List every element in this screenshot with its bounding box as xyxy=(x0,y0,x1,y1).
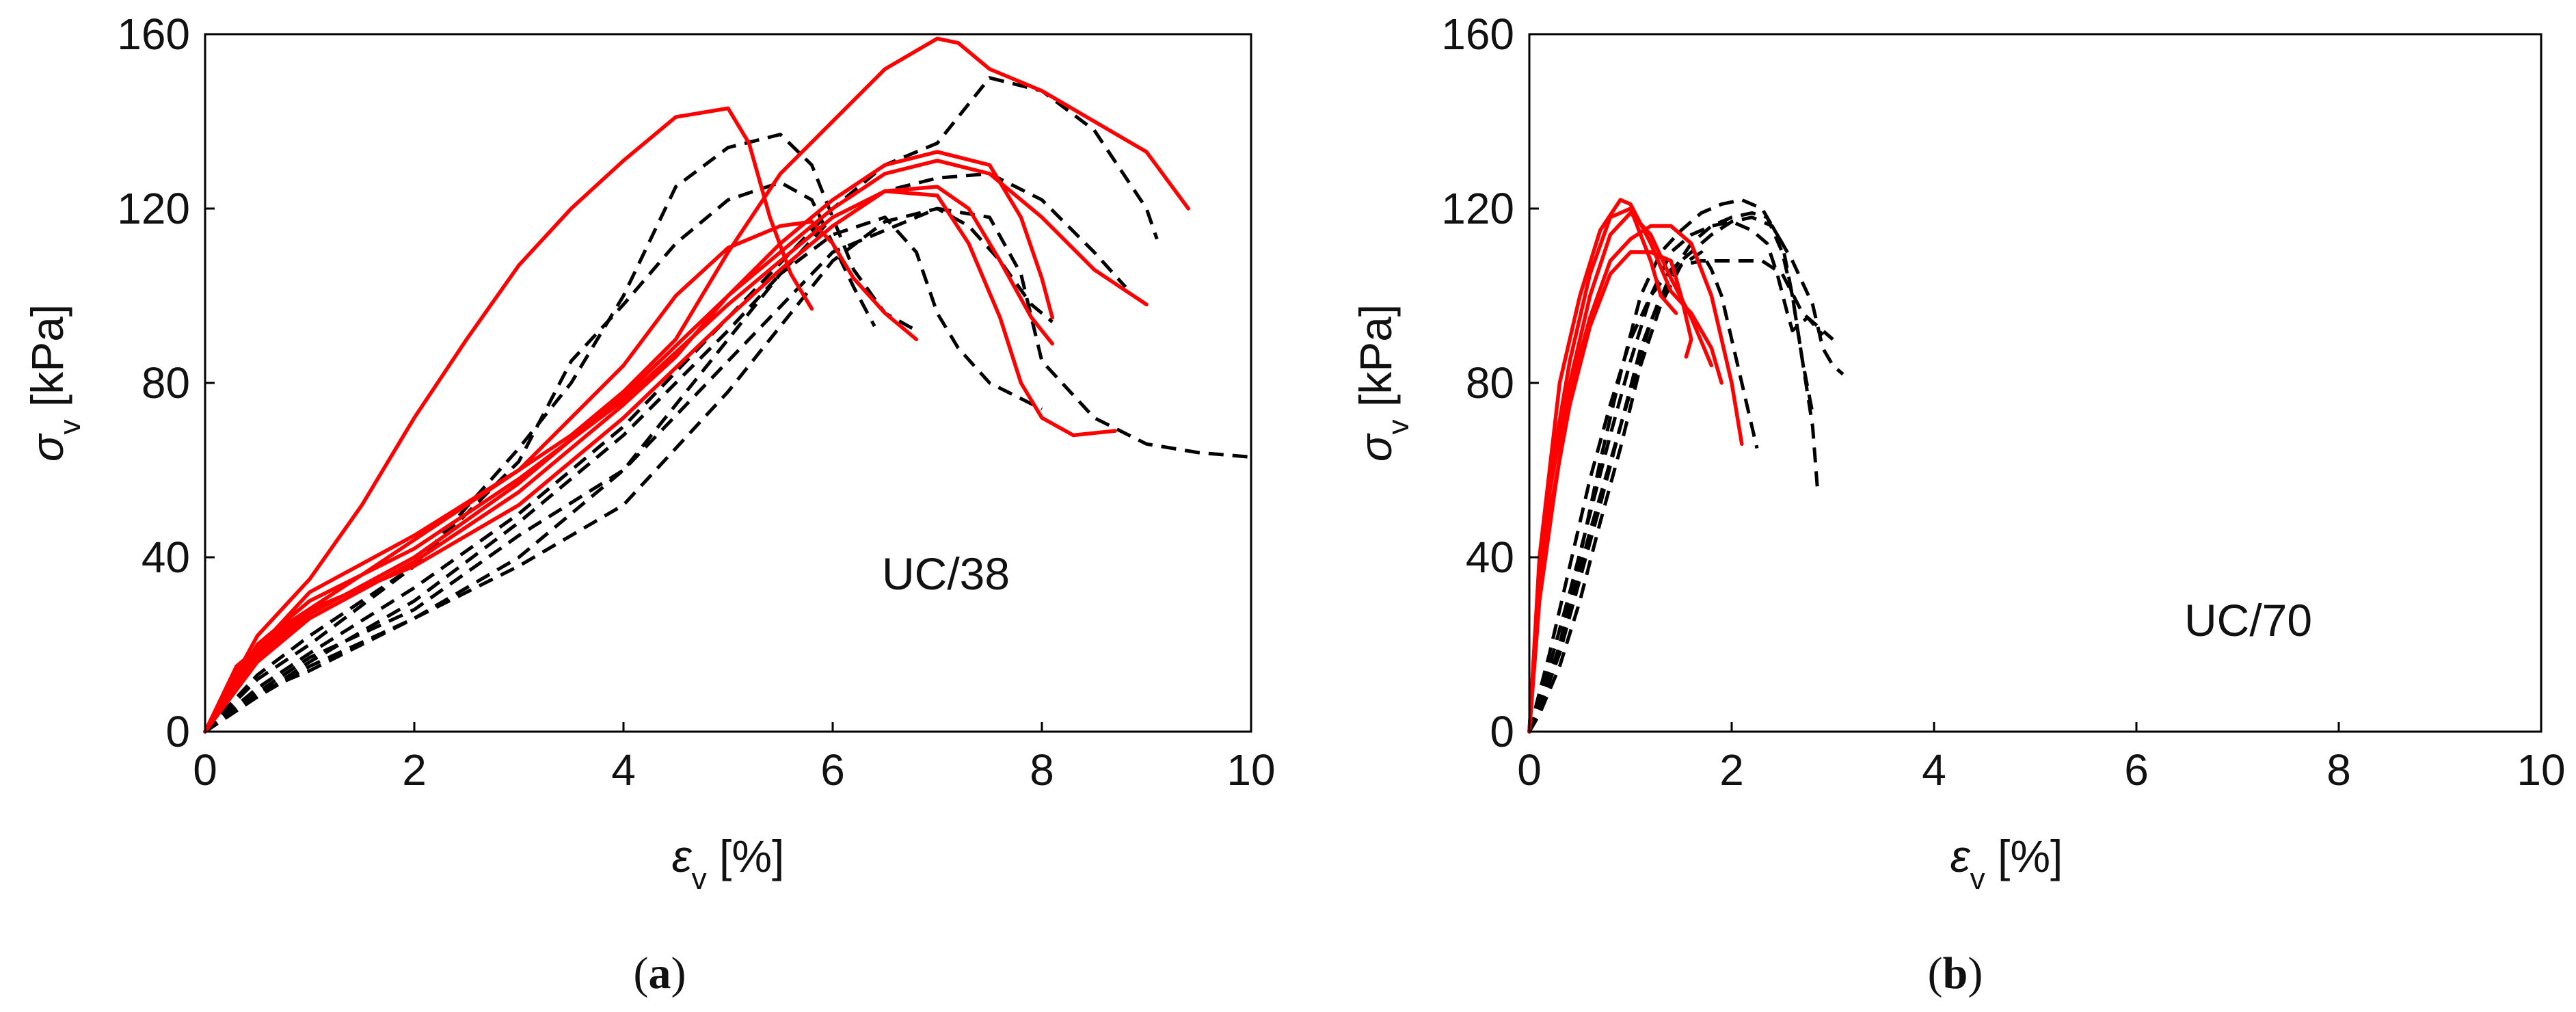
panel-a-y-axis-symbol: σ xyxy=(22,433,72,462)
panel-b-series-black-6 xyxy=(1527,215,1844,732)
panel-b-y-axis-symbol: σ xyxy=(1350,433,1401,462)
panel-b-x-tick-label: 6 xyxy=(2124,745,2149,795)
panel-a-series-red-5 xyxy=(203,159,1149,734)
panel-a-series-black-5 xyxy=(204,207,1252,733)
panel-b-y-tick-label: 160 xyxy=(1441,10,1514,59)
panel-a-series-red-1 xyxy=(203,106,814,734)
panel-a-series-black-7 xyxy=(204,215,1043,733)
panel-a-x-tick-label: 10 xyxy=(1226,745,1275,795)
panel-a-x-axis-label: εv [%] xyxy=(672,831,785,896)
panel-b-x-tick-label: 4 xyxy=(1922,745,1946,795)
panel-a-x-axis-unit: [%] xyxy=(707,831,785,881)
panel-a-series-black-2 xyxy=(204,133,917,733)
panel-a-y-tick-label: 0 xyxy=(165,707,190,756)
panel-a-series-black-1 xyxy=(204,181,876,733)
panel-b-series-black-4 xyxy=(1527,211,1820,732)
panel-a-ticks: 0 2 4 6 8 10 0 40 80 120 160 xyxy=(117,10,1275,795)
panel-b-x-axis-label: εv [%] xyxy=(1950,831,2063,896)
panel-a-x-tick-label: 8 xyxy=(1030,745,1054,795)
panel-b-series-black-3 xyxy=(1527,219,1825,732)
panel-a-y-tick-label: 40 xyxy=(142,533,190,582)
panel-b-x-tick-label: 8 xyxy=(2326,745,2351,795)
panel-a-annotation: UC/38 xyxy=(882,548,1010,599)
panel-b-plot-frame xyxy=(1528,33,2543,733)
panel-b-series-red-5 xyxy=(1527,207,1678,734)
panel-a-series-black-4 xyxy=(204,172,1127,734)
panel-b-y-tick-label: 40 xyxy=(1466,533,1514,582)
panel-a-x-tick-label: 6 xyxy=(820,745,845,795)
panel-a-lines xyxy=(203,36,1252,734)
panel-b-x-axis-symbol: ε xyxy=(1950,831,1971,881)
panel-a-x-tick-label: 2 xyxy=(402,745,427,795)
panel-a-y-tick-label: 120 xyxy=(117,184,190,233)
panel-a-y-axis-unit: [kPa] xyxy=(22,304,72,420)
panel-a-x-axis-subscript: v xyxy=(692,862,707,896)
panel-a-series-red-6 xyxy=(203,219,919,734)
panel-b-x-tick-label: 0 xyxy=(1517,745,1542,795)
panel-a-y-axis-subscript: v xyxy=(53,419,87,434)
panel-b-y-tick-label: 80 xyxy=(1466,358,1514,408)
panel-b-label-letter: b xyxy=(1943,948,1968,998)
panel-b-x-tick-label: 10 xyxy=(2517,745,2565,795)
panel-b-ticks: 0 2 4 6 8 10 0 40 80 120 160 xyxy=(1441,10,2565,795)
panel-a-plot-frame xyxy=(204,33,1252,733)
panel-b-series-black-5 xyxy=(1527,250,1759,733)
panel-b-series-red-4 xyxy=(1527,250,1693,734)
panel-a-x-tick-label: 0 xyxy=(193,745,217,795)
panel-b-y-axis-label: σv [kPa] xyxy=(1350,304,1415,462)
panel-b-x-axis-unit: [%] xyxy=(1985,831,2063,881)
panel-a-label-letter: a xyxy=(649,948,671,998)
panel-b-x-tick-label: 2 xyxy=(1719,745,1744,795)
panel-b-y-axis-subscript: v xyxy=(1382,419,1415,434)
panel-b-lines xyxy=(1527,198,1844,734)
panel-a-series-red-7 xyxy=(203,150,1055,734)
panel-b-y-tick-label: 120 xyxy=(1441,184,1514,233)
panel-b-label: (b) xyxy=(1928,948,1983,998)
panel-a-series-black-3 xyxy=(204,76,1159,733)
panel-a-y-tick-label: 160 xyxy=(117,10,190,59)
panel-a-x-tick-label: 4 xyxy=(611,745,636,795)
panel-a-series-red-3 xyxy=(203,185,1055,734)
panel-a-y-tick-label: 80 xyxy=(142,358,190,408)
panel-a-series-red-4 xyxy=(203,189,1117,734)
panel-a-series-black-6 xyxy=(204,207,1054,734)
panel-b-y-axis-unit: [kPa] xyxy=(1350,304,1401,420)
panel-a-label: (a) xyxy=(634,948,686,998)
panel-a-x-axis-symbol: ε xyxy=(672,831,693,881)
panel-b-annotation: UC/70 xyxy=(2184,595,2312,645)
panel-a-y-axis-label: σv [kPa] xyxy=(22,304,87,462)
panel-b-y-tick-label: 0 xyxy=(1490,707,1514,756)
panel-b-x-axis-subscript: v xyxy=(1970,862,1985,896)
